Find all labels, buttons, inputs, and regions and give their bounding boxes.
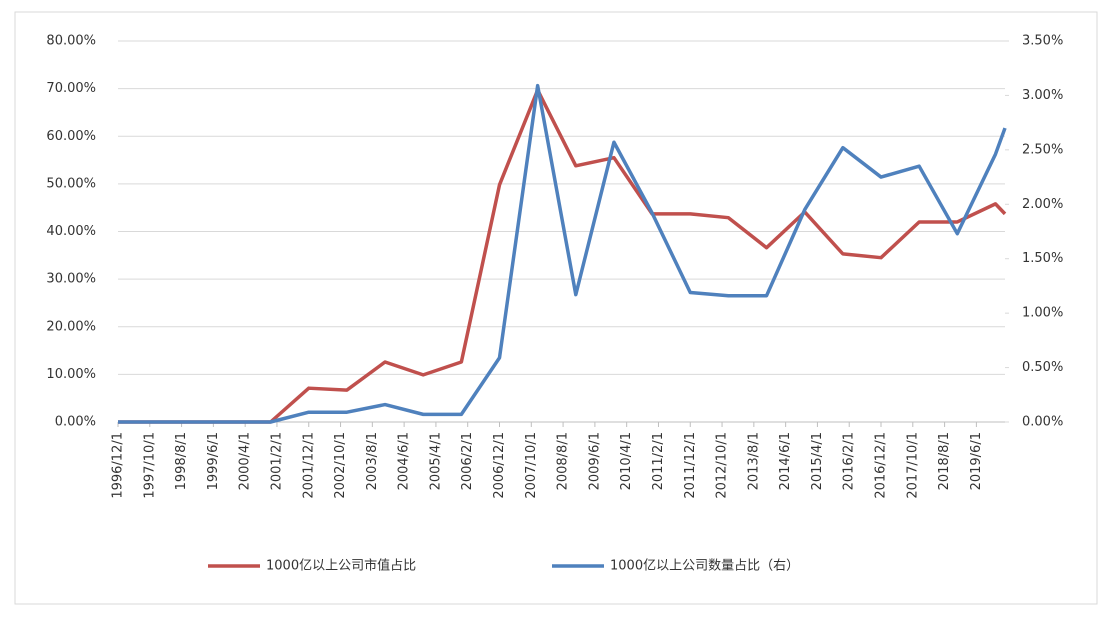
- x-tick-label: 2000/4/1: [238, 432, 253, 490]
- y-tick-label: 50.00%: [46, 176, 96, 191]
- y2-tick-label: 3.00%: [1022, 88, 1063, 103]
- x-tick-label: 1997/10/1: [142, 432, 157, 499]
- y2-tick-label: 3.50%: [1022, 34, 1063, 49]
- y2-tick-label: 1.00%: [1022, 306, 1063, 321]
- x-tick-label: 2017/10/1: [905, 432, 920, 499]
- x-tick-label: 2002/10/1: [333, 432, 348, 499]
- y-tick-label: 60.00%: [46, 129, 96, 144]
- x-tick-label: 2019/6/1: [969, 432, 984, 490]
- x-tick-label: 2001/2/1: [269, 432, 284, 490]
- x-tick-label: 2008/8/1: [556, 432, 571, 490]
- x-tick-label: 2013/8/1: [746, 432, 761, 490]
- x-tick-label: 1996/12/1: [111, 432, 126, 499]
- y-tick-label: 20.00%: [46, 319, 96, 334]
- y-tick-label: 0.00%: [55, 415, 96, 430]
- x-tick-label: 2018/8/1: [937, 432, 952, 490]
- x-tick-label: 2003/8/1: [365, 432, 380, 490]
- legend-label: 1000亿以上公司市值占比: [266, 558, 416, 574]
- y2-tick-label: 2.00%: [1022, 197, 1063, 212]
- y-tick-label: 80.00%: [46, 34, 96, 49]
- legend-item: 1000亿以上公司数量占比（右）: [552, 559, 799, 574]
- x-tick-label: 1999/6/1: [206, 432, 221, 490]
- x-tick-label: 2016/2/1: [842, 432, 857, 490]
- legend-item: 1000亿以上公司市值占比: [208, 558, 416, 574]
- y-tick-label: 10.00%: [46, 367, 96, 382]
- x-tick-label: 2007/10/1: [524, 432, 539, 499]
- x-tick-label: 2006/12/1: [492, 432, 507, 499]
- x-tick-label: 2016/12/1: [874, 432, 889, 499]
- x-tick-label: 2011/2/1: [651, 432, 666, 490]
- x-tick-label: 2012/10/1: [715, 432, 730, 499]
- x-tick-label: 2015/4/1: [810, 432, 825, 490]
- y-tick-label: 70.00%: [46, 81, 96, 96]
- x-tick-label: 2004/6/1: [397, 432, 412, 490]
- y2-tick-label: 0.00%: [1022, 415, 1063, 430]
- y-tick-label: 30.00%: [46, 272, 96, 287]
- x-tick-label: 2010/4/1: [619, 432, 634, 490]
- y2-tick-label: 2.50%: [1022, 142, 1063, 157]
- x-tick-label: 2005/4/1: [428, 432, 443, 490]
- y-tick-label: 40.00%: [46, 224, 96, 239]
- chart-frame: [14, 11, 1098, 605]
- x-tick-label: 1998/8/1: [174, 432, 189, 490]
- x-tick-label: 2001/12/1: [301, 432, 316, 499]
- y2-tick-label: 1.50%: [1022, 251, 1063, 266]
- series-line: [118, 83, 1007, 424]
- legend-label: 1000亿以上公司数量占比（右）: [610, 559, 799, 574]
- x-tick-label: 2014/6/1: [778, 432, 793, 490]
- x-tick-label: 2006/2/1: [460, 432, 475, 490]
- x-tick-label: 2011/12/1: [683, 432, 698, 499]
- x-tick-label: 2009/6/1: [587, 432, 602, 490]
- y2-tick-label: 0.50%: [1022, 360, 1063, 375]
